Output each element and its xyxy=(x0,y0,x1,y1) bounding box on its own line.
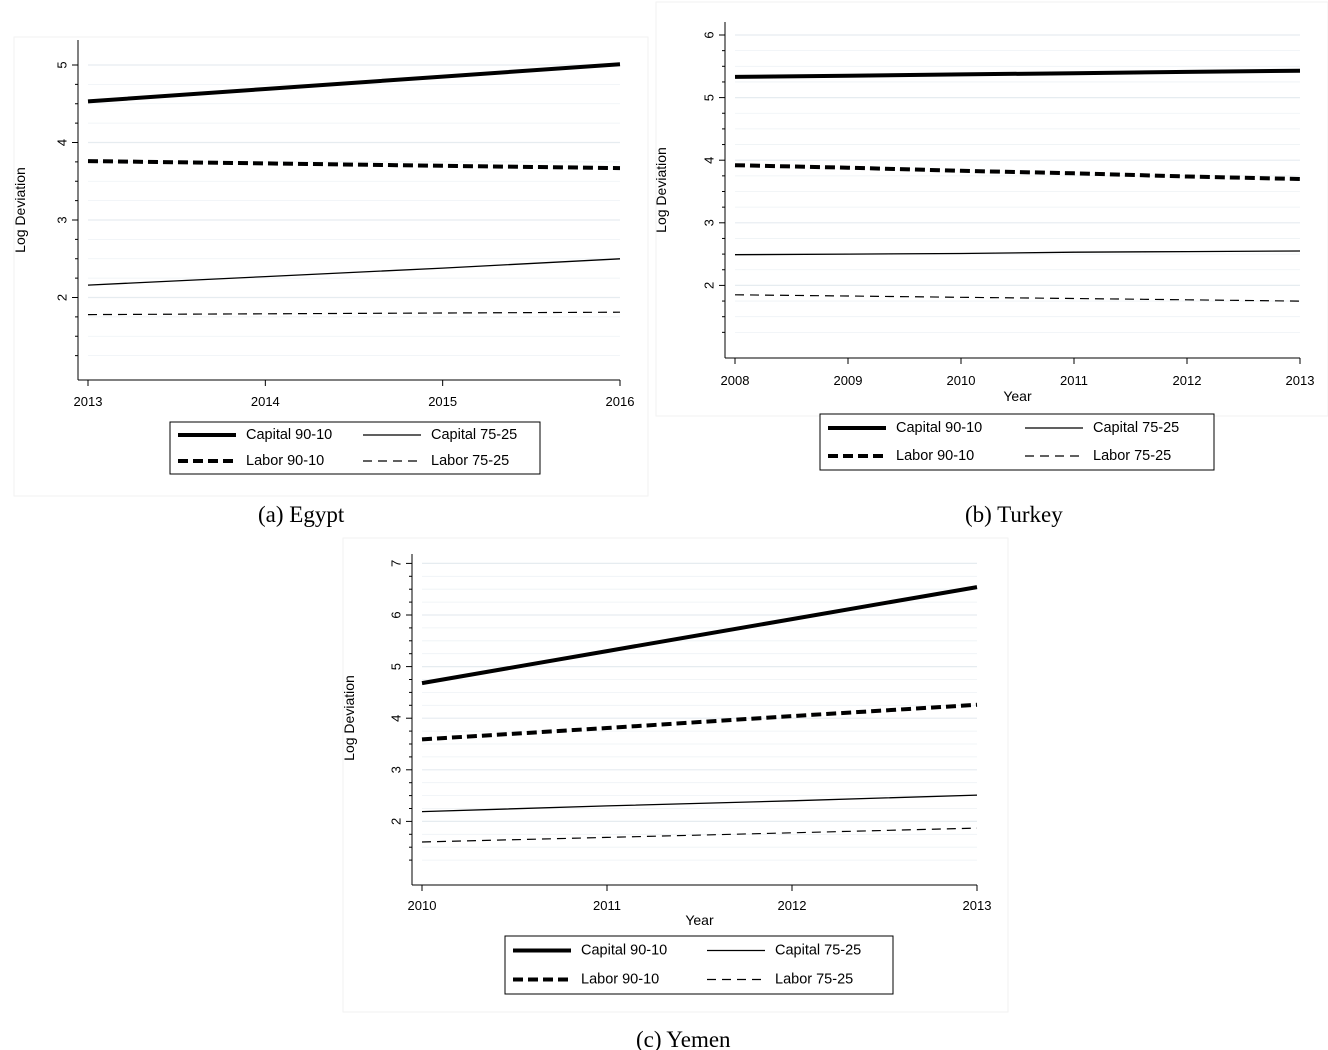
x-tick-label: 2013 xyxy=(963,898,992,913)
figure-caption: (a) Egypt xyxy=(258,502,345,527)
chart-panel-egypt: 2 3 4 5 2013 2014 2015 2016 Log Deviation Capital… xyxy=(12,36,649,527)
y-tick-label: 3 xyxy=(389,766,404,773)
x-tick-label: 2013 xyxy=(74,394,103,409)
legend-label-capital-90-10: Capital 90-10 xyxy=(246,427,332,443)
series-line-capital-90-10 xyxy=(421,585,978,686)
y-tick-label: 3 xyxy=(55,216,70,223)
series-line-labor-75-25 xyxy=(421,827,978,843)
series-line-capital-75-25 xyxy=(87,258,621,286)
x-tick-label: 2010 xyxy=(947,373,976,388)
x-tick-label: 2011 xyxy=(593,898,621,913)
legend-label-labor-75-25: Labor 75-25 xyxy=(431,453,509,469)
axes: 2 3 4 5 2013 2014 2015 2016 xyxy=(55,40,635,409)
y-tick-label: 2 xyxy=(389,818,404,825)
series-line-labor-90-10 xyxy=(87,159,621,171)
x-tick-label: 2013 xyxy=(1286,373,1315,388)
x-tick-label: 2011 xyxy=(1060,373,1088,388)
axes: 2 3 4 5 6 7 2010 2011 2012 2013 xyxy=(389,554,992,913)
series-line-labor-90-10 xyxy=(734,163,1301,181)
y-tick-label: 3 xyxy=(702,219,717,226)
legend-label-capital-75-25: Capital 75-25 xyxy=(1093,420,1179,436)
x-axis-label: Year xyxy=(685,912,714,928)
series-line-labor-75-25 xyxy=(87,311,621,316)
x-tick-label: 2012 xyxy=(1173,373,1202,388)
y-tick-label: 2 xyxy=(702,282,717,289)
axes: 2 3 4 5 6 2008 2009 2010 2011 2012 2013 xyxy=(702,22,1315,388)
legend-box xyxy=(504,935,894,995)
y-tick-label: 4 xyxy=(702,157,717,164)
legend: Capital 90-10 Capital 75-25 Labor 90-10 Lab… xyxy=(504,935,894,995)
chart-frame xyxy=(655,1,1328,417)
y-tick-label: 4 xyxy=(55,139,70,146)
legend-label-capital-75-25: Capital 75-25 xyxy=(775,943,861,959)
y-tick-label: 6 xyxy=(702,31,717,38)
series-line-capital-75-25 xyxy=(421,794,978,813)
chart-panel-yemen: 2 3 4 5 6 7 2010 2011 2012 2013 Year Log Deviation C… xyxy=(341,537,1009,1050)
y-tick-label: 5 xyxy=(55,61,70,68)
y-tick-label: 7 xyxy=(389,560,404,567)
x-tick-label: 2010 xyxy=(408,898,437,913)
y-tick-label: 2 xyxy=(55,294,70,301)
legend-label-labor-90-10: Labor 90-10 xyxy=(246,453,324,469)
x-tick-label: 2012 xyxy=(778,898,807,913)
legend-label-capital-90-10: Capital 90-10 xyxy=(896,420,982,436)
y-axis-label: Log Deviation xyxy=(653,147,669,233)
legend-label-capital-75-25: Capital 75-25 xyxy=(431,427,517,443)
legend-label-capital-90-10: Capital 90-10 xyxy=(581,943,667,959)
legend-label-labor-90-10: Labor 90-10 xyxy=(581,972,659,988)
legend-label-labor-90-10: Labor 90-10 xyxy=(896,448,974,464)
y-axis-label: Log Deviation xyxy=(341,675,357,761)
series-line-capital-90-10 xyxy=(87,62,621,104)
y-axis-label: Log Deviation xyxy=(12,167,28,253)
x-tick-label: 2014 xyxy=(251,394,280,409)
y-tick-label: 5 xyxy=(702,94,717,101)
y-tick-label: 6 xyxy=(389,611,404,618)
x-axis-label: Year xyxy=(1003,388,1032,404)
y-tick-label: 5 xyxy=(389,663,404,670)
x-tick-label: 2015 xyxy=(428,394,457,409)
y-tick-label: 4 xyxy=(389,715,404,722)
legend: Capital 90-10 Capital 75-25 Labor 90-10 Lab… xyxy=(819,413,1215,471)
legend-label-labor-75-25: Labor 75-25 xyxy=(775,972,853,988)
legend-box xyxy=(819,413,1215,471)
x-tick-label: 2016 xyxy=(606,394,635,409)
figure-caption: (c) Yemen xyxy=(636,1027,731,1050)
series-line-labor-90-10 xyxy=(421,702,978,742)
series-line-capital-90-10 xyxy=(734,68,1301,79)
series-line-labor-75-25 xyxy=(734,294,1301,302)
figure-caption: (b) Turkey xyxy=(965,502,1063,527)
legend: Capital 90-10 Capital 75-25 Labor 90-10 Lab… xyxy=(169,421,541,475)
series-line-capital-75-25 xyxy=(734,250,1301,256)
chart-panel-turkey: 2 3 4 5 6 2008 2009 2010 2011 2012 2013 Year Log Dev… xyxy=(653,1,1328,527)
chart-frame xyxy=(342,537,1009,1013)
legend-box xyxy=(169,421,541,475)
legend-label-labor-75-25: Labor 75-25 xyxy=(1093,448,1171,464)
x-tick-label: 2009 xyxy=(834,373,863,388)
x-tick-label: 2008 xyxy=(721,373,750,388)
chart-frame xyxy=(13,36,649,497)
